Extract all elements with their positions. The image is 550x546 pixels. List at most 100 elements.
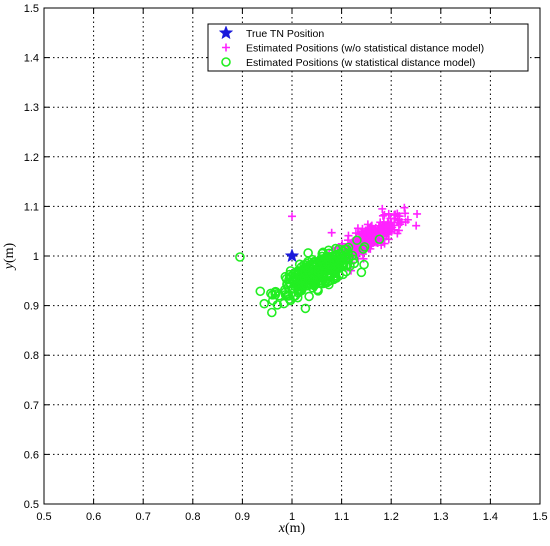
x-axis-title: x(m)	[278, 521, 306, 536]
y-tick-label: 1	[33, 251, 39, 263]
legend-label: True TN Position	[246, 28, 324, 40]
estimate-plus-point	[374, 221, 383, 230]
estimate-circle-point	[313, 266, 323, 276]
x-tick-label: 1.1	[334, 511, 349, 523]
estimate-plus-point	[371, 225, 380, 234]
star-series	[284, 248, 300, 263]
estimate-circle-point	[259, 298, 270, 309]
estimate-circle-point	[270, 286, 281, 297]
estimate-plus-point	[382, 222, 391, 231]
estimate-plus-point	[366, 242, 375, 251]
estimate-plus-point	[403, 215, 412, 224]
estimate-circle-point	[295, 284, 305, 295]
legend-plus-marker	[222, 43, 230, 52]
estimate-circle-point	[329, 256, 339, 266]
estimate-plus-point	[363, 220, 372, 229]
y-tick-label: 0.5	[24, 499, 39, 511]
legend-label: Estimated Positions (w/o statistical dis…	[246, 43, 484, 55]
estimate-plus-point	[390, 210, 399, 219]
estimate-plus-point	[357, 227, 366, 236]
axis-ticks: 0.5 0.6 0.7 0.8 0.9 1 1.1 1.2 1.3 1.4 1.5 0.5 0.6 0.7…	[24, 3, 548, 523]
estimate-plus-point	[384, 209, 393, 218]
y-tick-label: 1.2	[24, 152, 39, 164]
estimate-plus-point	[378, 204, 387, 213]
estimate-plus-point	[395, 212, 404, 221]
estimate-plus-point	[393, 216, 402, 225]
estimate-plus-point	[412, 221, 421, 230]
estimate-plus-point	[360, 234, 369, 243]
estimate-plus-point	[400, 203, 409, 212]
estimate-circle-point	[340, 253, 351, 264]
estimate-plus-point	[361, 226, 370, 235]
legend-label: Estimated Positions (w statistical dista…	[246, 57, 475, 69]
estimate-circle-point	[293, 285, 303, 296]
estimate-circle-point	[374, 234, 385, 245]
legend-entry: Estimated Positions (w/o statistical dis…	[222, 43, 484, 55]
x-tick-label: 1.5	[532, 511, 547, 523]
estimate-circle-point	[301, 263, 312, 273]
estimate-circle-point	[320, 260, 330, 271]
legend-box	[207, 23, 529, 72]
y-tick-label: 0.6	[24, 449, 39, 461]
y-tick-label: 1.4	[24, 53, 39, 65]
x-tick-label: 1.3	[433, 511, 448, 523]
axis-titles: x(m)y(m)	[2, 242, 306, 536]
estimate-circle-point	[349, 258, 360, 269]
x-axis-variable: x	[278, 521, 286, 536]
estimate-circle-point	[318, 258, 328, 269]
estimate-circle-point	[304, 260, 314, 271]
y-axis-title: y(m)	[2, 242, 17, 271]
estimate-circle-point	[323, 245, 334, 256]
x-tick-label: 1.2	[384, 511, 399, 523]
legend-entry: Estimated Positions (w statistical dista…	[221, 57, 475, 69]
estimate-plus-point	[344, 231, 353, 240]
y-tick-label: 0.7	[24, 400, 39, 412]
y-tick-label: 1.1	[24, 201, 39, 213]
estimate-circle-point	[313, 285, 323, 296]
estimate-circle-point	[304, 291, 314, 302]
estimate-circle-point	[289, 273, 300, 284]
legend: True TN Position Estimated Positions (w/o…	[207, 23, 529, 72]
x-tick-label: 0.5	[36, 511, 51, 523]
estimate-circle-point	[285, 266, 296, 276]
x-tick-label: 0.9	[235, 511, 250, 523]
estimate-circle-point	[267, 307, 277, 318]
estimate-plus-point	[388, 223, 397, 232]
estimate-circle-point	[322, 272, 333, 282]
x-axis-unit: (m)	[285, 521, 306, 536]
y-axis-unit: (m)	[2, 242, 17, 263]
x-tick-label: 0.6	[86, 511, 101, 523]
estimate-circle-point	[358, 244, 369, 254]
estimate-plus-point	[380, 210, 389, 219]
estimate-plus-point	[413, 209, 422, 218]
x-tick-label: 0.8	[185, 511, 200, 523]
legend-circle-marker	[221, 57, 231, 67]
estimate-plus-point	[367, 221, 376, 230]
legend-entry: True TN Position	[218, 25, 324, 40]
estimate-circle-point	[359, 259, 369, 270]
estimate-circle-point	[285, 272, 295, 282]
estimate-circle-point	[270, 289, 281, 300]
legend-star-marker	[218, 25, 234, 40]
y-tick-label: 0.9	[24, 301, 39, 313]
estimate-circle-point	[352, 235, 362, 246]
circle-series	[235, 234, 385, 318]
estimate-circle-point	[266, 288, 276, 299]
estimate-plus-point	[393, 229, 402, 238]
y-tick-label: 1.3	[24, 102, 39, 114]
estimate-circle-point	[322, 251, 332, 262]
estimate-circle-point	[288, 291, 299, 302]
estimate-circle-point	[300, 267, 310, 278]
x-tick-label: 0.7	[136, 511, 151, 523]
estimate-plus-point	[327, 228, 336, 237]
estimate-plus-point	[378, 211, 387, 220]
x-tick-label: 1	[289, 511, 295, 523]
data-points	[235, 203, 422, 318]
estimate-plus-point	[288, 212, 296, 221]
x-tick-label: 1.4	[483, 511, 498, 523]
y-axis-variable: y	[2, 262, 17, 271]
estimate-circle-point	[338, 269, 348, 280]
